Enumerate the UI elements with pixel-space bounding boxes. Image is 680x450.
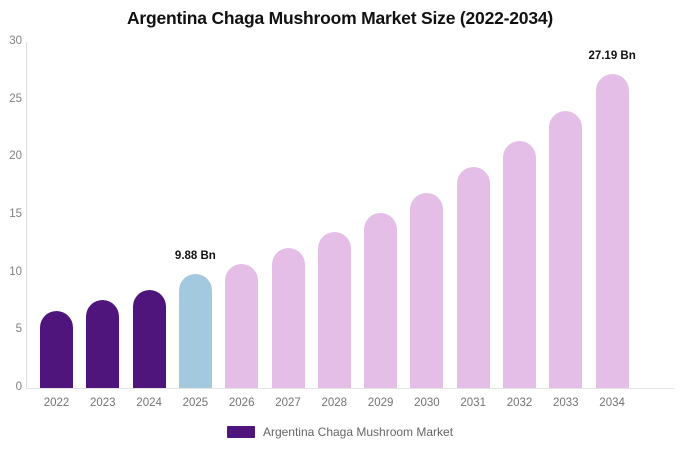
y-axis-tick-label: 25 (9, 92, 22, 105)
x-axis-tick-label-2033: 2033 (553, 397, 579, 409)
x-axis-line (26, 388, 674, 389)
bar-column[interactable]: 9.88 Bn (175, 42, 216, 388)
legend-item[interactable]: Argentina Chaga Mushroom Market (226, 425, 454, 439)
bar-2029[interactable] (364, 213, 398, 388)
bar-column[interactable] (271, 42, 305, 388)
legend-label: Argentina Chaga Mushroom Market (262, 425, 454, 439)
bar-value-label: 9.88 Bn (174, 250, 216, 263)
bar-2031[interactable] (456, 167, 490, 388)
bar-2030[interactable] (410, 192, 444, 388)
bar-2025[interactable] (178, 274, 212, 388)
bar-column[interactable] (549, 42, 583, 388)
y-axis-line (26, 42, 27, 389)
plot-area: 9.88 Bn 27.19 Bn (26, 42, 674, 388)
chart-title: Argentina Chaga Mushroom Market Size (20… (126, 8, 554, 28)
x-axis-tick-label-2030: 2030 (414, 397, 440, 409)
bar-2024[interactable] (132, 290, 166, 388)
bar-value-label: 27.19 Bn (588, 50, 636, 63)
bar-column[interactable] (225, 42, 259, 388)
bar-column[interactable] (132, 42, 166, 388)
x-axis-tick-label-2026: 2026 (228, 397, 255, 409)
y-axis-tick-label: 0 (15, 381, 22, 393)
bar-2022[interactable] (40, 310, 73, 388)
x-axis-tick-label-2031: 2031 (460, 397, 486, 409)
x-axis-labels: 2022 2023 2024 2025 2026 2027 2028 2029 2030 2031… (26, 396, 674, 414)
y-axis-tick-label: 20 (9, 150, 22, 163)
y-axis-tick-label: 30 (9, 35, 22, 47)
x-axis-tick-label-2032: 2032 (506, 397, 533, 409)
bar-column[interactable] (364, 42, 398, 388)
x-axis-tick-label-2034: 2034 (599, 397, 625, 409)
bar-column[interactable] (86, 42, 120, 388)
bar-column[interactable] (410, 42, 444, 388)
x-axis-tick-label-2029: 2029 (367, 397, 394, 409)
y-axis-labels: 0 5 10 15 20 25 30 (0, 0, 22, 450)
bar-column[interactable]: 27.19 Bn (588, 42, 636, 388)
y-axis-tick-label: 15 (9, 208, 22, 220)
x-axis-tick-label-2028: 2028 (321, 397, 348, 409)
bar-column[interactable] (503, 42, 536, 388)
x-axis-tick-label-2022: 2022 (43, 397, 70, 409)
bar-column[interactable] (317, 42, 351, 388)
bar-column[interactable] (456, 42, 490, 388)
x-axis-tick-label-2024: 2024 (136, 397, 162, 409)
y-axis-tick-label: 5 (15, 323, 22, 336)
y-axis-tick-label: 10 (9, 265, 22, 278)
x-axis-tick-label-2025: 2025 (182, 397, 209, 409)
bar-2023[interactable] (86, 300, 120, 388)
chart-legend: Argentina Chaga Mushroom Market (0, 425, 680, 439)
legend-color-swatch (226, 426, 255, 438)
bar-2033[interactable] (549, 110, 583, 388)
bar-2027[interactable] (271, 248, 305, 388)
bar-2026[interactable] (225, 264, 259, 388)
x-axis-tick-label-2027: 2027 (275, 397, 301, 409)
bar-2034[interactable] (595, 74, 629, 388)
bar-column[interactable] (40, 42, 73, 388)
bar-2032[interactable] (503, 140, 536, 388)
x-axis-tick-label-2023: 2023 (90, 397, 116, 409)
bar-2028[interactable] (317, 232, 351, 388)
